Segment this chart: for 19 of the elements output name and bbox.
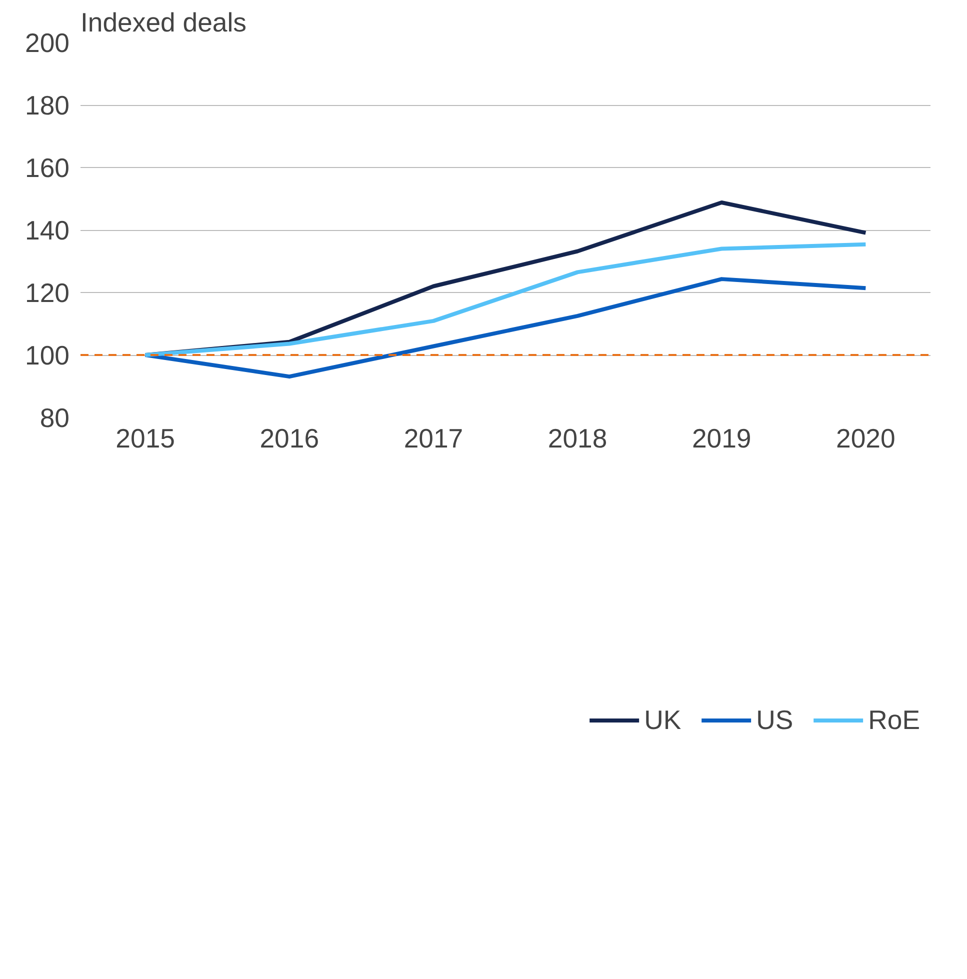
x-tick-label: 2017	[404, 424, 464, 454]
y-tick-label: 100	[25, 340, 70, 370]
x-tick-label: 2018	[548, 424, 608, 454]
line-series	[143, 277, 868, 379]
x-tick-label: 2020	[836, 424, 896, 454]
y-tick-label: 180	[25, 90, 70, 120]
legend-label: US	[756, 704, 794, 736]
legend-label: RoE	[868, 704, 920, 736]
y-tick-label: 140	[25, 216, 70, 246]
legend-label: UK	[644, 704, 682, 736]
line-series	[143, 242, 868, 357]
x-tick-label: 2019	[692, 424, 752, 454]
y-tick-label: 160	[25, 153, 70, 183]
x-tick-label: 2015	[116, 424, 175, 454]
y-axis-title: Indexed deals	[80, 8, 246, 38]
y-tick-label: 200	[25, 28, 70, 58]
x-tick-label: 2016	[260, 424, 320, 454]
y-tick-label: 80	[40, 403, 70, 433]
y-tick-label: 120	[25, 278, 70, 308]
